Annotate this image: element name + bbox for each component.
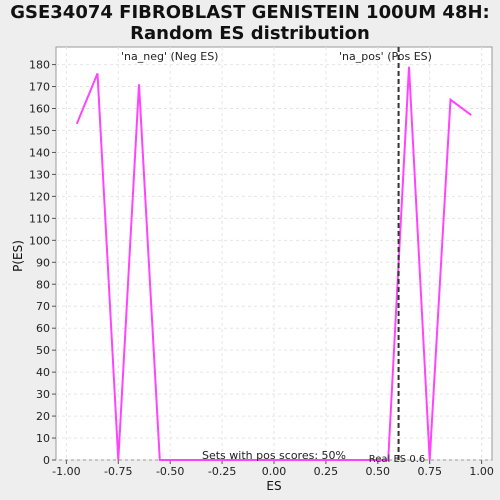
x-tick-label: -1.00 — [52, 465, 80, 478]
axis-ticks: 0 10 20 30 40 50 60 70 80 90 100 110 120 130 140 150 160… — [29, 59, 494, 478]
y-tick-label: 50 — [36, 344, 50, 357]
y-tick-label: 30 — [36, 388, 50, 401]
y-tick-label: 110 — [29, 212, 50, 225]
y-tick-label: 70 — [36, 300, 50, 313]
x-axis-title: ES — [266, 479, 281, 493]
y-tick-label: 120 — [29, 190, 50, 203]
series-layer — [75, 66, 472, 461]
y-tick-label: 160 — [29, 103, 50, 116]
y-tick-label: 150 — [29, 124, 50, 137]
y-tick-label: 180 — [29, 59, 50, 72]
x-tick-label: 0.25 — [314, 465, 339, 478]
neg-es-label: 'na_neg' (Neg ES) — [121, 50, 218, 63]
y-tick-label: 20 — [36, 410, 50, 423]
x-tick-label: 0.00 — [262, 465, 287, 478]
x-tick-label: 1.00 — [469, 465, 494, 478]
y-tick-label: 100 — [29, 234, 50, 247]
x-tick-label: -0.25 — [208, 465, 236, 478]
pos-es-label: 'na_pos' (Pos ES) — [339, 50, 432, 63]
y-tick-label: 60 — [36, 322, 50, 335]
y-tick-label: 90 — [36, 256, 50, 269]
x-tick-label: -0.75 — [104, 465, 132, 478]
x-tick-label: 0.75 — [417, 465, 442, 478]
y-tick-label: 130 — [29, 168, 50, 181]
real-es-label: Real ES 0.6 — [369, 454, 425, 465]
chart-title-line2: Random ES distribution — [130, 23, 370, 44]
pos-scores-annotation: Sets with pos scores: 50% — [202, 449, 346, 462]
y-axis-title: P(ES) — [11, 240, 25, 272]
y-tick-label: 170 — [29, 81, 50, 94]
y-tick-label: 0 — [43, 454, 50, 467]
y-tick-label: 10 — [36, 432, 50, 445]
y-tick-label: 80 — [36, 278, 50, 291]
x-tick-label: 0.50 — [366, 465, 391, 478]
y-tick-label: 140 — [29, 146, 50, 159]
y-tick-label: 40 — [36, 366, 50, 379]
x-tick-label: -0.50 — [156, 465, 184, 478]
series-line — [75, 66, 472, 461]
chart-title-line1: GSE34074 FIBROBLAST GENISTEIN 100UM 48H: — [10, 2, 490, 23]
